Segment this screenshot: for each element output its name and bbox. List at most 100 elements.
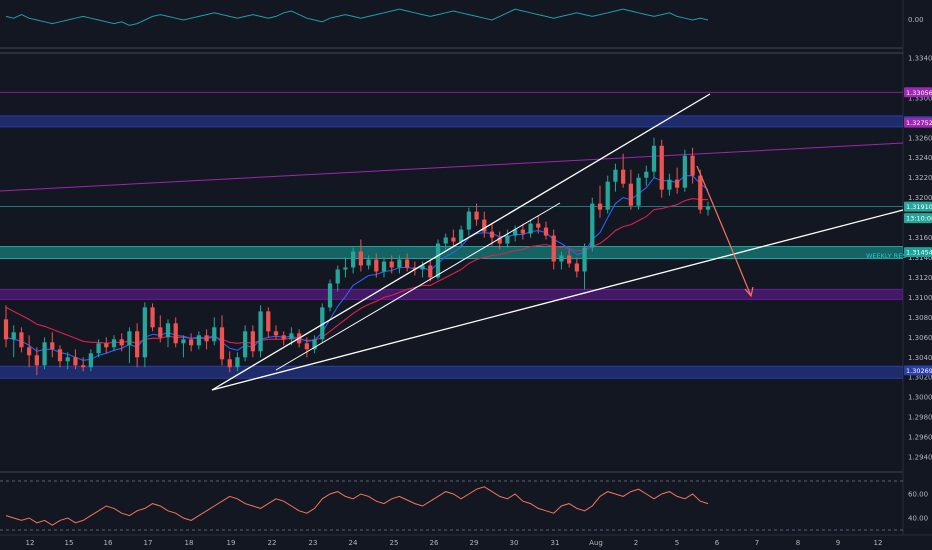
candle-body: [142, 307, 147, 358]
projection-arrow-head: [744, 286, 754, 298]
top-oscillator-line: [5, 8, 709, 26]
price-tick-label: 1.31200: [908, 274, 932, 282]
weekly-res-zone: [0, 246, 903, 259]
candle-body: [158, 327, 163, 338]
price-tick-label: 1.29800: [908, 414, 932, 422]
candle-body: [88, 353, 93, 368]
candle-body: [597, 203, 603, 210]
price-tick-label: 1.31600: [908, 234, 932, 242]
candle-body: [11, 332, 16, 340]
price-tick-label: 1.29400: [908, 454, 932, 462]
time-tick-label: 6: [715, 539, 720, 547]
time-tick-label: 24: [349, 539, 358, 547]
time-tick-label: 19: [227, 539, 236, 547]
bottom-oscillator-tick: 60.00: [908, 491, 928, 499]
candle-body: [111, 339, 117, 348]
candle-body: [644, 171, 649, 178]
candle-body: [621, 169, 626, 184]
candle-body: [505, 235, 510, 244]
price-tick-label: 1.30400: [908, 354, 932, 362]
candle-body: [489, 231, 495, 238]
time-tick-label: Aug: [589, 539, 603, 547]
candle-body: [104, 343, 109, 348]
candle-body: [374, 259, 379, 272]
price-tick-label: 1.30600: [908, 334, 932, 342]
candle-body: [219, 327, 225, 360]
inner-trendline: [275, 202, 561, 371]
price-tag: [904, 213, 932, 224]
time-tick-label: 2: [634, 539, 638, 547]
time-tick-label: 22: [268, 539, 277, 547]
time-tick-label: 26: [430, 539, 439, 547]
candle-body: [327, 283, 333, 308]
price-tick-label: 1.30800: [908, 314, 932, 322]
price-tag: [904, 201, 932, 212]
time-tick-label: 15: [65, 539, 74, 547]
time-tick-label: 29: [470, 539, 479, 547]
blue-support-zone: [0, 366, 903, 379]
candle-body: [451, 237, 456, 242]
candle-body: [682, 155, 687, 188]
candle-body: [96, 343, 101, 354]
time-tick-label: 8: [796, 539, 800, 547]
candle-body: [705, 206, 711, 210]
price-tag-label: 13:10:06: [906, 215, 932, 223]
candle-body: [19, 332, 24, 348]
purple-trendline: [0, 142, 904, 192]
time-tick-label: 25: [390, 539, 399, 547]
candle-body: [651, 145, 657, 172]
candle-body: [567, 255, 572, 264]
candle-body: [443, 237, 448, 244]
candle-body: [250, 331, 255, 352]
time-tick-label: 23: [309, 539, 318, 547]
price-tag: [904, 365, 932, 376]
time-tick-label: 12: [874, 539, 883, 547]
candle-body: [381, 261, 387, 272]
candle-body: [312, 339, 317, 350]
price-tag-label: 1.31910: [906, 203, 932, 211]
candle-body: [235, 357, 240, 368]
candle-body: [551, 235, 556, 262]
candle-body: [420, 265, 425, 270]
price-tick-label: 1.30000: [908, 394, 932, 402]
price-tick-label: 1.31000: [908, 294, 932, 302]
price-tag: [904, 247, 932, 258]
candle-body: [474, 211, 479, 220]
candle-body: [613, 169, 618, 182]
weekly-res-label: WEEKLY RES: [866, 252, 906, 260]
purple-support-zone: [0, 289, 903, 300]
candle-body: [73, 357, 78, 366]
time-tick-label: 31: [551, 539, 560, 547]
bottom-oscillator-tick: 40.00: [908, 515, 928, 523]
candle-body: [27, 347, 32, 356]
candle-body: [335, 269, 340, 284]
candle-body: [204, 335, 209, 342]
candle-body: [397, 259, 402, 268]
price-tag-label: 1.32752: [906, 119, 932, 127]
time-tick-label: 9: [836, 539, 840, 547]
ema-fast-line: [5, 175, 709, 361]
candle-body: [243, 331, 248, 358]
price-tick-label: 1.32200: [908, 174, 932, 182]
candle-body: [81, 365, 86, 368]
candle-body: [34, 355, 39, 366]
price-tick-label: 1.31400: [908, 254, 932, 262]
time-tick-label: 12: [26, 539, 35, 547]
price-tag-label: 1.31454: [906, 249, 932, 257]
candle-body: [497, 237, 502, 244]
time-tick-label: 16: [104, 539, 113, 547]
price-tag-label: 1.33056: [906, 89, 932, 97]
candle-body: [628, 183, 633, 206]
time-tick-label: 7: [755, 539, 759, 547]
candle-body: [405, 259, 410, 268]
candle-body: [42, 342, 47, 366]
candle-body: [150, 307, 155, 328]
rising-wedge-upper-line: [211, 93, 711, 391]
blue-resistance-zone: [0, 115, 903, 127]
candle-body: [543, 227, 549, 236]
candle-body: [135, 331, 140, 358]
candle-body: [536, 223, 541, 228]
candle-body: [258, 311, 263, 352]
candle-body: [50, 342, 55, 350]
